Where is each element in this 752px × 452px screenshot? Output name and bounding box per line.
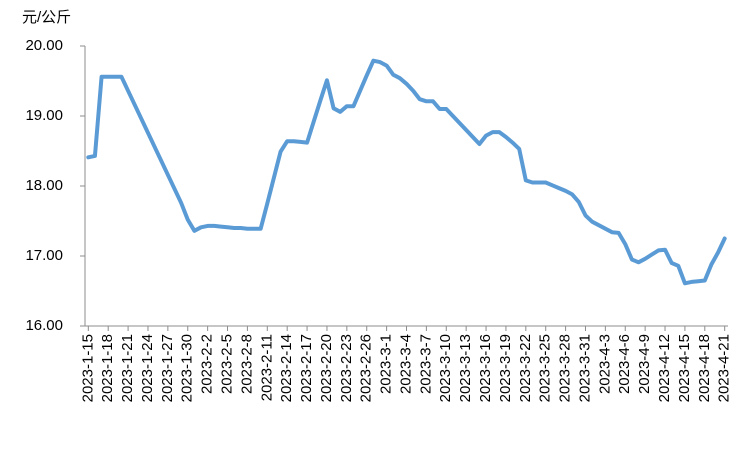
x-tick-label: 2023-4-21 — [716, 334, 733, 402]
y-tick-label: 19.00 — [25, 107, 63, 124]
y-tick-label: 18.00 — [25, 177, 63, 194]
x-tick-label: 2023-1-27 — [159, 334, 176, 402]
y-tick-label: 20.00 — [25, 37, 63, 54]
x-tick-label: 2023-4-18 — [696, 334, 713, 402]
x-tick-label: 2023-3-28 — [557, 334, 574, 402]
x-tick-label: 2023-4-3 — [596, 334, 613, 394]
x-tick-label: 2023-3-19 — [497, 334, 514, 402]
x-tick-label: 2023-2-5 — [218, 334, 235, 394]
y-axis-title: 元/公斤 — [22, 9, 71, 26]
x-tick-label: 2023-1-24 — [139, 334, 156, 402]
x-tick-label: 2023-3-4 — [397, 334, 414, 394]
x-tick-label: 2023-4-12 — [656, 334, 673, 402]
x-tick-label: 2023-3-10 — [437, 334, 454, 402]
y-tick-label: 17.00 — [25, 247, 63, 264]
x-tick-label: 2023-3-13 — [457, 334, 474, 402]
x-tick-label: 2023-1-18 — [99, 334, 116, 402]
x-tick-label: 2023-4-15 — [676, 334, 693, 402]
x-tick-label: 2023-2-14 — [278, 334, 295, 402]
x-tick-label: 2023-2-20 — [318, 334, 335, 402]
x-tick-label: 2023-2-26 — [358, 334, 375, 402]
x-tick-label: 2023-2-2 — [199, 334, 216, 394]
x-tick-label: 2023-3-22 — [517, 334, 534, 402]
x-tick-label: 2023-1-21 — [119, 334, 136, 402]
x-tick-label: 2023-2-17 — [298, 334, 315, 402]
x-tick-label: 2023-3-25 — [537, 334, 554, 402]
x-tick-label: 2023-2-11 — [258, 334, 275, 401]
x-tick-label: 2023-4-6 — [616, 334, 633, 394]
x-tick-label: 2023-3-7 — [417, 334, 434, 394]
x-tick-label: 2023-2-8 — [238, 334, 255, 394]
x-tick-label: 2023-1-15 — [79, 334, 96, 402]
y-tick-label: 16.00 — [25, 317, 63, 334]
x-tick-label: 2023-3-1 — [378, 334, 395, 394]
x-tick-label: 2023-2-23 — [338, 334, 355, 402]
x-tick-label: 2023-3-31 — [576, 334, 593, 402]
x-tick-label: 2023-4-9 — [636, 334, 653, 394]
x-tick-label: 2023-1-30 — [179, 334, 196, 402]
x-tick-label: 2023-3-16 — [477, 334, 494, 402]
data-line — [86, 58, 727, 286]
